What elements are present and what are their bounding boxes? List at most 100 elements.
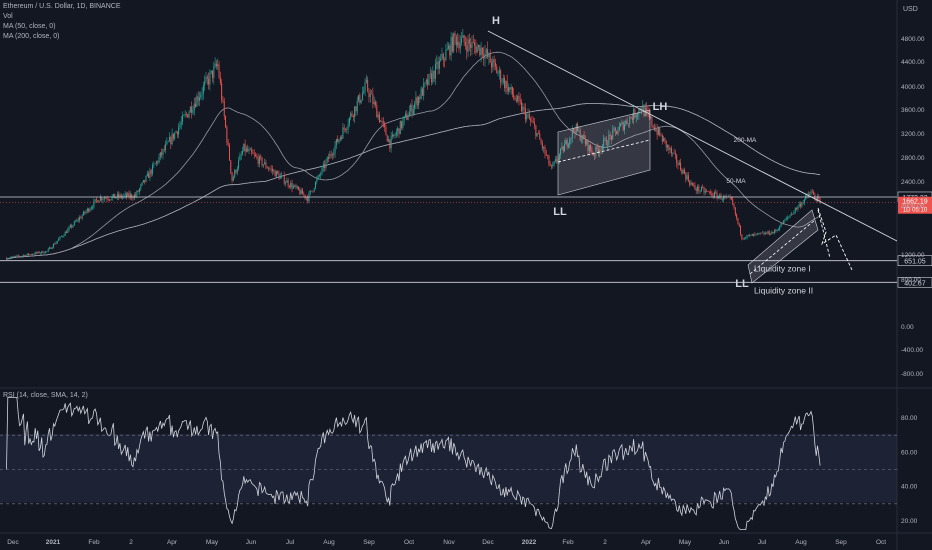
candle-body — [209, 72, 211, 85]
candle-body — [182, 115, 184, 122]
candle-body — [29, 254, 31, 255]
price-tick-label: 2400.00 — [901, 179, 925, 186]
candle-body — [225, 116, 227, 127]
candle-body — [390, 136, 392, 149]
candle-body — [530, 118, 532, 121]
candle-body — [374, 102, 376, 105]
candle-body — [625, 120, 627, 125]
chart-annotation: 200-MA — [734, 137, 757, 144]
candle-body — [483, 54, 485, 59]
candle-body — [681, 169, 683, 174]
chart-annotation: LL — [735, 278, 749, 290]
candle-body — [440, 58, 442, 61]
candle-body — [382, 121, 384, 124]
candle-body — [303, 194, 305, 195]
candle-body — [515, 99, 517, 102]
candle-body — [298, 186, 300, 190]
candle-body — [129, 194, 131, 198]
candle-body — [673, 152, 675, 154]
candle-body — [514, 97, 516, 100]
candle-body — [81, 215, 83, 219]
candle-body — [532, 121, 534, 123]
chart-annotation: LL — [553, 206, 567, 218]
candle-body — [157, 161, 159, 163]
current-price-badge — [898, 196, 932, 214]
candle-body — [288, 185, 290, 188]
candle-body — [496, 66, 498, 74]
candle-body — [534, 122, 536, 126]
candle-body — [786, 217, 788, 219]
candle-body — [222, 99, 224, 102]
candle-body — [599, 149, 601, 153]
candle-body — [239, 155, 241, 161]
candle-body — [444, 59, 446, 61]
ma200-line — [6, 103, 821, 260]
candle-body — [206, 76, 208, 79]
candle-body — [796, 207, 798, 210]
candle-body — [441, 53, 443, 59]
candle-body — [348, 117, 350, 125]
candle-body — [92, 207, 94, 208]
candle-body — [197, 96, 199, 101]
candle-body — [578, 130, 580, 131]
candle-body — [146, 173, 148, 176]
candle-body — [244, 143, 246, 152]
candle-body — [526, 114, 528, 120]
candle-body — [648, 112, 650, 118]
candle-body — [597, 149, 599, 153]
candle-body — [713, 192, 715, 197]
candle-body — [784, 220, 786, 221]
candle-body — [76, 219, 78, 222]
candle-body — [772, 231, 774, 233]
candle-body — [338, 139, 340, 143]
candle-body — [195, 103, 197, 107]
candle-body — [785, 218, 787, 221]
candle-body — [248, 149, 250, 152]
candle-body — [93, 200, 95, 208]
candle-body — [159, 152, 161, 158]
candle-body — [700, 187, 702, 191]
candle-body — [265, 162, 267, 168]
candle-body — [60, 236, 62, 238]
candle-body — [172, 133, 174, 139]
candle-body — [169, 137, 170, 142]
candle-body — [811, 191, 813, 193]
candle-body — [123, 195, 125, 197]
candle-body — [364, 82, 366, 91]
candle-body — [779, 227, 781, 230]
candle-body — [307, 197, 309, 202]
candle-body — [201, 93, 203, 95]
candle-body — [788, 216, 790, 218]
candle-body — [683, 169, 685, 174]
candle-body — [617, 130, 619, 135]
candle-body — [622, 122, 624, 131]
candle-body — [68, 227, 70, 230]
candle-body — [528, 114, 530, 119]
candle-body — [266, 167, 268, 169]
candle-body — [372, 94, 374, 104]
candle-body — [223, 101, 225, 117]
candle-body — [455, 36, 457, 46]
candle-body — [807, 194, 809, 196]
candle-body — [721, 199, 723, 201]
candle-body — [734, 207, 736, 215]
candle-body — [32, 254, 34, 255]
candle-body — [189, 106, 191, 113]
candle-body — [219, 77, 221, 84]
candle-body — [551, 165, 552, 167]
candle-body — [775, 230, 777, 232]
candle-body — [47, 248, 49, 252]
candle-body — [361, 93, 363, 100]
candle-body — [79, 217, 81, 221]
candle-body — [328, 157, 330, 159]
candle-body — [415, 97, 417, 104]
liquidity-zone-label: Liquidity zone II — [754, 285, 813, 295]
candle-body — [232, 177, 234, 181]
candle-body — [763, 232, 765, 235]
candle-body — [484, 52, 486, 59]
candle-body — [591, 150, 593, 154]
candle-body — [445, 50, 447, 61]
candle-body — [45, 251, 47, 253]
candle-body — [320, 173, 322, 176]
